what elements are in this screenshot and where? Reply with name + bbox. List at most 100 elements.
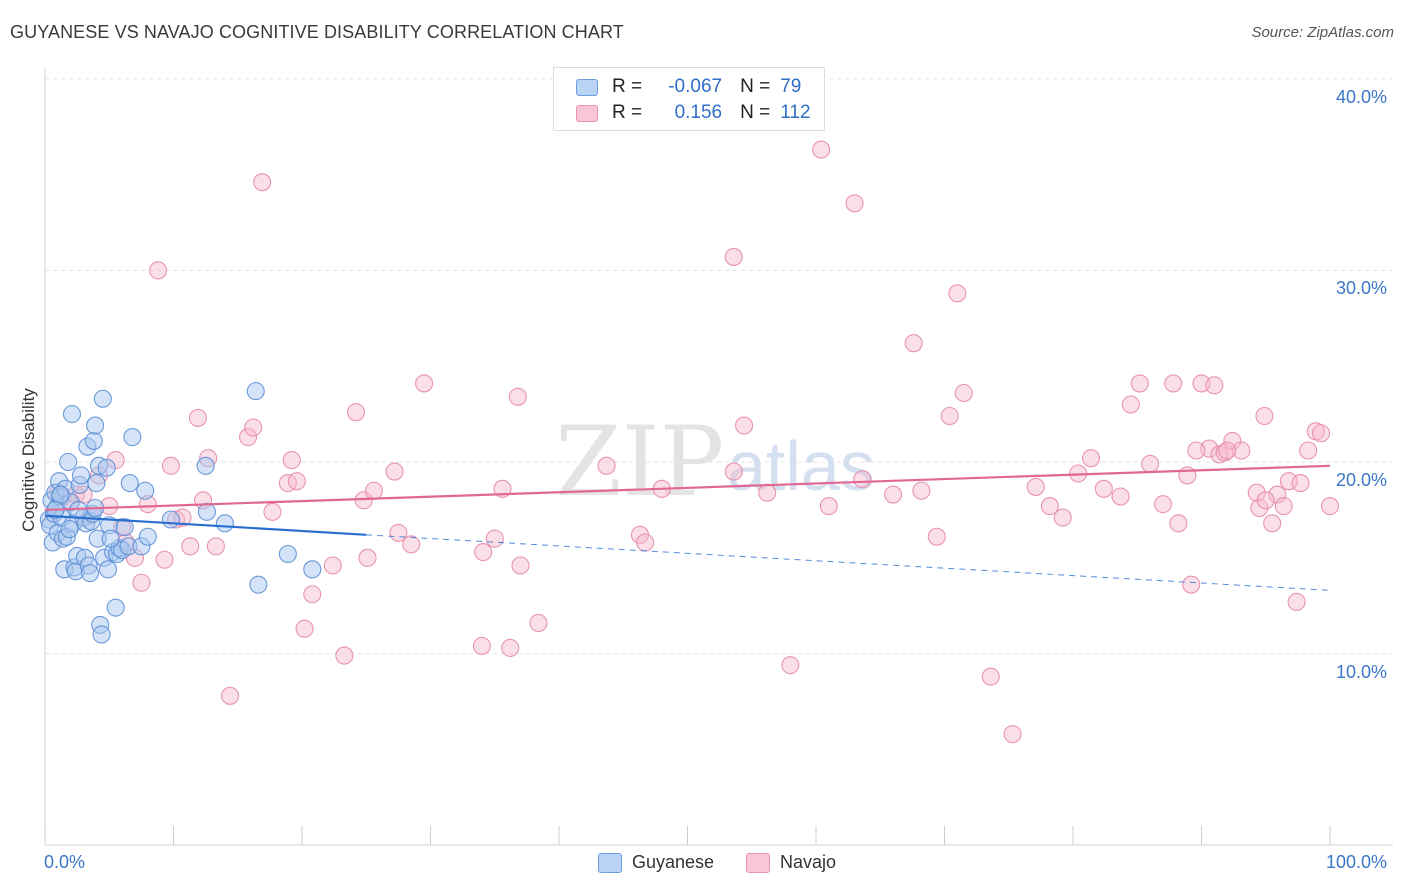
navajo-point xyxy=(1169,514,1188,533)
guyanese-point xyxy=(197,502,216,521)
bottom-legend-navajo: Navajo xyxy=(746,852,836,873)
navajo-legend-swatch xyxy=(746,852,770,873)
navajo-point xyxy=(1268,485,1287,504)
guyanese-point xyxy=(59,452,78,472)
navajo-point xyxy=(904,334,923,353)
navajo-point xyxy=(1164,374,1183,393)
navajo-point xyxy=(402,535,421,554)
navajo-point xyxy=(981,667,1000,686)
guyanese-point xyxy=(215,514,234,533)
navajo-point xyxy=(364,481,384,500)
navajo-point xyxy=(1153,495,1172,514)
navajo-point xyxy=(132,573,151,592)
navajo-point xyxy=(1223,431,1242,450)
guyanese-swatch xyxy=(576,78,598,96)
navajo-point xyxy=(845,194,864,213)
guyanese-point xyxy=(115,518,134,537)
guyanese-point xyxy=(278,544,297,564)
x-tick-label-max: 100.0% xyxy=(1326,852,1388,872)
chart-title: GUYANESE VS NAVAJO COGNITIVE DISABILITY … xyxy=(10,22,624,42)
guyanese-trend-extension xyxy=(366,534,1331,591)
navajo-point xyxy=(948,284,967,303)
navajo-point xyxy=(335,646,354,665)
guyanese-legend-label: Guyanese xyxy=(632,852,715,872)
legend-n-label: N = xyxy=(740,102,771,123)
navajo-point xyxy=(238,428,258,447)
navajo-point xyxy=(927,527,946,546)
guyanese-point xyxy=(71,466,91,485)
guyanese-point xyxy=(93,389,112,408)
watermark-zip: ZIP xyxy=(555,406,724,518)
guyanese-point xyxy=(246,382,265,401)
navajo-point xyxy=(358,548,377,567)
source-credit: Source: ZipAtlas.com xyxy=(1251,24,1394,41)
navajo-point xyxy=(287,472,306,491)
navajo-point xyxy=(501,638,520,657)
navajo-point xyxy=(912,481,931,500)
navajo-point xyxy=(1187,441,1206,460)
navajo-point xyxy=(346,403,366,422)
navajo-trend-line xyxy=(44,464,1331,512)
bottom-legend-guyanese: Guyanese xyxy=(598,852,714,873)
navajo-point xyxy=(220,686,240,705)
navajo-point xyxy=(1263,514,1282,533)
navajo-point xyxy=(1094,479,1113,498)
guyanese-point xyxy=(80,564,100,583)
navajo-swatch xyxy=(576,104,598,122)
navajo-point xyxy=(884,485,903,504)
legend-row-guyanese: R = -0.067 N = 79 xyxy=(576,75,801,99)
navajo-legend-label: Navajo xyxy=(780,852,837,872)
x-tick-label-min: 0.0% xyxy=(44,852,86,872)
guyanese-point xyxy=(92,625,111,644)
navajo-point xyxy=(781,656,800,675)
guyanese-point xyxy=(86,416,105,435)
y-tick-label: 30.0% xyxy=(1336,278,1388,299)
y-tick-label: 40.0% xyxy=(1336,86,1388,107)
navajo-point xyxy=(1291,474,1310,493)
navajo-point xyxy=(474,543,493,562)
navajo-point xyxy=(1311,424,1331,443)
navajo-point xyxy=(1130,374,1149,393)
navajo-point xyxy=(181,537,200,556)
navajo-point xyxy=(508,387,527,406)
navajo-point xyxy=(853,470,872,489)
legend-r-label: R = xyxy=(612,76,643,97)
navajo-point xyxy=(155,550,174,569)
y-tick-label: 20.0% xyxy=(1336,470,1388,490)
navajo-point xyxy=(253,173,272,192)
navajo-point xyxy=(1218,441,1237,460)
navajo-point xyxy=(734,416,754,435)
navajo-point xyxy=(1279,472,1298,491)
navajo-point xyxy=(1111,487,1130,506)
navajo-point xyxy=(188,408,207,427)
legend-row-navajo: R = 0.156 N = 112 xyxy=(576,101,811,125)
navajo-point xyxy=(295,619,314,638)
navajo-point xyxy=(1026,477,1045,496)
axes xyxy=(44,68,1393,846)
navajo-point xyxy=(472,636,491,656)
navajo-point xyxy=(149,261,168,280)
legend-n-label: N = xyxy=(740,76,771,97)
guyanese-point xyxy=(101,529,120,548)
navajo-point xyxy=(1299,441,1318,460)
guyanese-point xyxy=(98,560,118,579)
y-axis-label: Cognitive Disability xyxy=(19,388,38,532)
navajo-point xyxy=(724,462,743,481)
guyanese-trend-line xyxy=(44,514,367,536)
navajo-series xyxy=(48,140,1340,744)
navajo-point xyxy=(1053,508,1072,527)
navajo-point xyxy=(1232,441,1251,460)
guyanese-point xyxy=(123,428,142,447)
navajo-point xyxy=(323,556,342,575)
guyanese-legend-swatch xyxy=(598,852,622,873)
guyanese-point xyxy=(136,481,155,500)
guyanese-point xyxy=(161,510,180,529)
navajo-point xyxy=(1250,498,1269,518)
legend-r-value: -0.067 xyxy=(668,76,723,97)
guyanese-point xyxy=(120,474,139,493)
navajo-point xyxy=(1182,575,1201,594)
correlation-legend: R = -0.067 N = 79 R = 0.156 N = 112 xyxy=(553,67,825,131)
navajo-point xyxy=(415,374,434,393)
navajo-point xyxy=(303,585,322,604)
navajo-point xyxy=(1003,725,1022,744)
